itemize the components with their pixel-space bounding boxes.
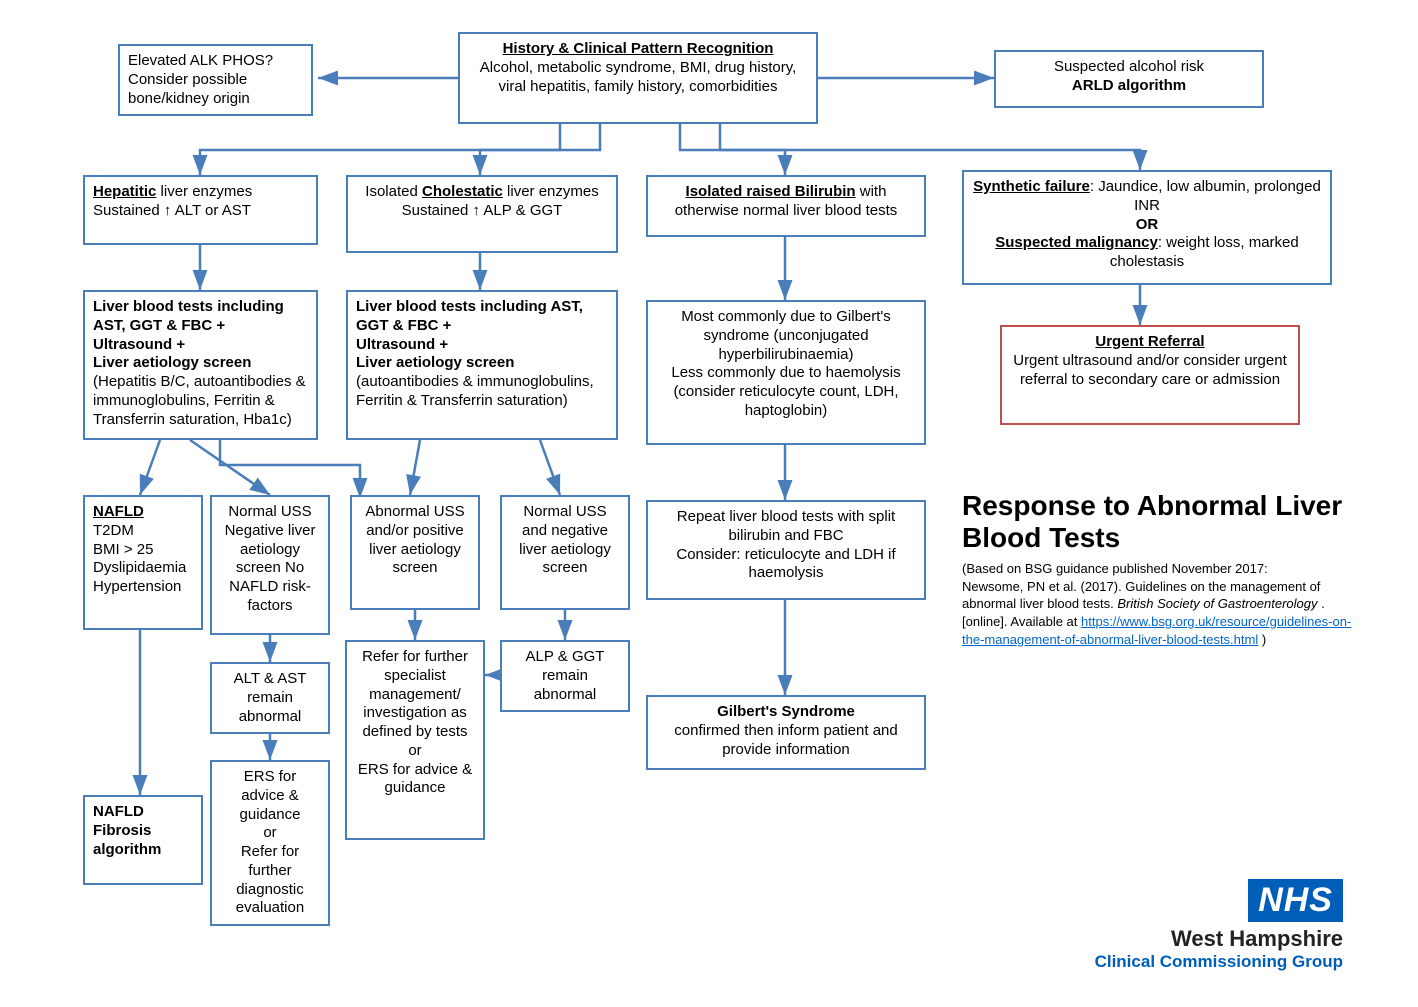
node-urgent-referral: Urgent Referral Urgent ultrasound and/or…	[1000, 325, 1300, 425]
node-synthetic: Synthetic failure: Jaundice, low albumin…	[962, 170, 1332, 285]
text: Consider possible bone/kidney origin	[128, 71, 250, 107]
body: confirmed then inform patient and provid…	[674, 722, 897, 758]
node-repeat-bili: Repeat liver blood tests with split bili…	[646, 500, 926, 600]
title: Cholestatic	[422, 183, 503, 200]
l3s: (Hepatitis B/C, autoantibodies & immunog…	[93, 373, 306, 428]
l3: Dyslipidaemia	[93, 559, 186, 576]
l3s: (autoantibodies & immunoglobulins, Ferri…	[356, 373, 594, 409]
node-alt-ast: ALT & AST remain abnormal	[210, 662, 330, 734]
node-hep-tests: Liver blood tests including AST, GGT & F…	[83, 290, 318, 440]
l2: Ultrasound +	[356, 336, 448, 353]
title: Isolated raised Bilirubin	[686, 183, 856, 200]
title: NAFLD	[93, 503, 144, 520]
body: ERS for advice & guidance or Refer for f…	[236, 768, 304, 916]
node-arld: Suspected alcohol risk ARLD algorithm	[994, 50, 1264, 108]
node-alkphos: Elevated ALK PHOS? Consider possible bon…	[118, 44, 313, 116]
node-normal-uss-hep: Normal USS Negative liver aetiology scre…	[210, 495, 330, 635]
node-abnormal-uss: Abnormal USS and/or positive liver aetio…	[350, 495, 480, 610]
l1: NAFLD	[93, 803, 144, 820]
body: Refer for further specialist management/…	[358, 648, 472, 796]
nhs-badge: NHS	[1248, 879, 1343, 922]
nhs-logo: NHS West Hampshire Clinical Commissionin…	[1095, 879, 1343, 972]
t1: Synthetic failure	[973, 178, 1090, 195]
title: Urgent Referral	[1095, 333, 1204, 350]
body: Alcohol, metabolic syndrome, BMI, drug h…	[480, 59, 797, 95]
l2: BMI > 25	[93, 541, 153, 558]
node-cholestatic: Isolated Cholestatic liver enzymes Susta…	[346, 175, 618, 253]
node-gilberts: Gilbert's Syndrome confirmed then inform…	[646, 695, 926, 770]
body: Sustained ↑ ALT or AST	[93, 202, 251, 219]
l4: Hypertension	[93, 578, 181, 595]
body: Repeat liver blood tests with split bili…	[676, 508, 895, 581]
node-history: History & Clinical Pattern Recognition A…	[458, 32, 818, 124]
b1: : Jaundice, low albumin, prolonged INR	[1090, 178, 1321, 214]
body: Normal USS and negative liver aetiology …	[519, 503, 611, 576]
body: ALP & GGT remain abnormal	[526, 648, 605, 703]
body: Normal USS Negative liver aetiology scre…	[225, 503, 316, 614]
title: Hepatitic	[93, 183, 156, 200]
suffix: liver enzymes	[503, 183, 599, 200]
node-nafld: NAFLD T2DM BMI > 25 Dyslipidaemia Hypert…	[83, 495, 203, 630]
node-bilirubin: Isolated raised Bilirubin with otherwise…	[646, 175, 926, 237]
node-nafld-fibrosis: NAFLD Fibrosis algorithm	[83, 795, 203, 885]
body: Urgent ultrasound and/or consider urgent…	[1013, 352, 1287, 388]
org-sub: Clinical Commissioning Group	[1095, 952, 1343, 972]
body: Most commonly due to Gilbert's syndrome …	[671, 308, 900, 419]
body: Abnormal USS and/or positive liver aetio…	[365, 503, 464, 576]
citation: (Based on BSG guidance published Novembe…	[962, 560, 1352, 648]
node-alp-ggt: ALP & GGT remain abnormal	[500, 640, 630, 712]
l2: Fibrosis algorithm	[93, 822, 161, 858]
or: OR	[1136, 216, 1159, 233]
l1: T2DM	[93, 522, 134, 539]
node-hepatitic: Hepatitic liver enzymes Sustained ↑ ALT …	[83, 175, 318, 245]
line1: Suspected alcohol risk	[1054, 58, 1204, 75]
l3: Liver aetiology screen	[93, 354, 251, 371]
title: History & Clinical Pattern Recognition	[503, 40, 774, 57]
title: Gilbert's Syndrome	[717, 703, 855, 720]
body: ALT & AST remain abnormal	[234, 670, 307, 725]
l2: Ultrasound +	[93, 336, 185, 353]
node-ers: ERS for advice & guidance or Refer for f…	[210, 760, 330, 926]
node-bili-cause: Most commonly due to Gilbert's syndrome …	[646, 300, 926, 445]
prefix: Isolated	[365, 183, 422, 200]
l1: Liver blood tests including AST, GGT & F…	[93, 298, 284, 334]
line2: ARLD algorithm	[1072, 77, 1186, 94]
text: Elevated ALK PHOS?	[128, 52, 273, 69]
t2: Suspected malignancy	[995, 234, 1158, 251]
org-name: West Hampshire	[1095, 926, 1343, 952]
l1: Liver blood tests including AST, GGT & F…	[356, 298, 583, 334]
node-refer-specialist: Refer for further specialist management/…	[345, 640, 485, 840]
l3: Liver aetiology screen	[356, 354, 514, 371]
node-chol-tests: Liver blood tests including AST, GGT & F…	[346, 290, 618, 440]
document-title-block: Response to Abnormal Liver Blood Tests (…	[962, 490, 1352, 648]
node-normal-uss-chol: Normal USS and negative liver aetiology …	[500, 495, 630, 610]
suffix: liver enzymes	[156, 183, 252, 200]
page-title: Response to Abnormal Liver Blood Tests	[962, 490, 1352, 554]
body: Sustained ↑ ALP & GGT	[402, 202, 563, 219]
